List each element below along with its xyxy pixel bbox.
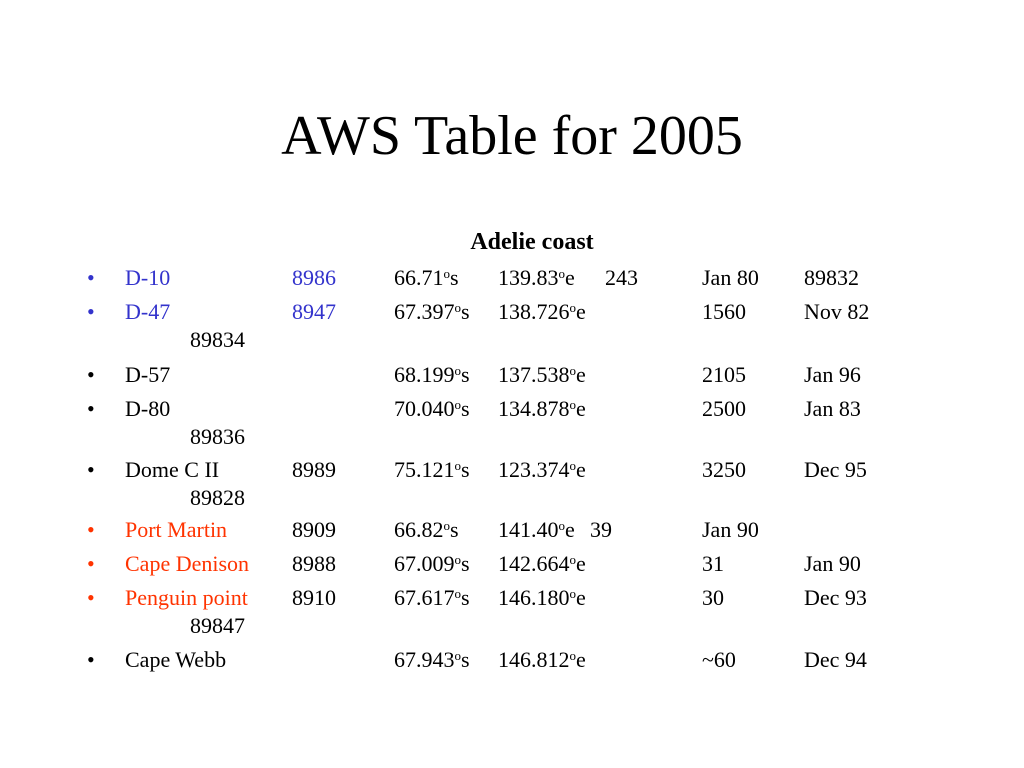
station-id: 8988 (292, 551, 336, 576)
station-start-date: Jan 90 (804, 551, 861, 576)
degree-mark: o (454, 552, 462, 567)
bullet-icon: • (87, 457, 95, 482)
station-longitude: 142.664oe (498, 551, 586, 576)
station-latitude: 67.943os (394, 647, 470, 672)
degree-mark: o (569, 397, 577, 412)
station-start-date: Dec 94 (804, 647, 867, 672)
slide-title: AWS Table for 2005 (281, 105, 743, 167)
station-start-date: Jan 83 (804, 396, 861, 421)
station-longitude: 146.812oe (498, 647, 586, 672)
station-latitude: 70.040os (394, 396, 470, 421)
station-start-date: Jan 90 (702, 517, 759, 542)
station-longitude: 141.40oe (498, 517, 575, 542)
station-latitude: 66.82os (394, 517, 459, 542)
station-start-date: Dec 93 (804, 585, 867, 610)
degree-mark: o (454, 300, 462, 315)
bullet-icon: • (87, 551, 95, 576)
degree-mark: o (569, 648, 577, 663)
station-longitude: 139.83oe (498, 265, 575, 290)
station-name: D-47 (125, 299, 171, 324)
station-id: 8989 (292, 457, 336, 482)
station-id: 8947 (292, 299, 336, 324)
degree-mark: o (443, 518, 451, 533)
station-wmo-number: 89834 (190, 327, 245, 352)
station-longitude: 138.726oe (498, 299, 586, 324)
station-name: D-80 (125, 396, 171, 421)
station-name: Cape Denison (125, 551, 250, 576)
bullet-icon: • (87, 517, 95, 542)
station-name: Cape Webb (125, 647, 227, 672)
station-name: Port Martin (125, 517, 228, 542)
station-start-date: Dec 95 (804, 457, 867, 482)
station-elevation: 2105 (702, 362, 746, 387)
degree-mark: o (454, 363, 462, 378)
station-elevation: 30 (702, 585, 724, 610)
station-elevation: 31 (702, 551, 724, 576)
degree-mark: o (569, 552, 577, 567)
station-longitude: 134.878oe (498, 396, 586, 421)
bullet-icon: • (87, 362, 95, 387)
station-elevation: 243 (605, 265, 638, 290)
station-id: 8986 (292, 265, 336, 290)
station-latitude: 67.617os (394, 585, 470, 610)
degree-mark: o (558, 266, 566, 281)
station-elevation: ~60 (702, 647, 736, 672)
degree-mark: o (569, 300, 577, 315)
station-longitude: 137.538oe (498, 362, 586, 387)
station-start-date: Jan 80 (702, 265, 759, 290)
station-latitude: 75.121os (394, 457, 470, 482)
degree-mark: o (454, 648, 462, 663)
station-name: D-10 (125, 265, 171, 290)
bullet-icon: • (87, 396, 95, 421)
degree-mark: o (569, 363, 577, 378)
station-latitude: 67.397os (394, 299, 470, 324)
degree-mark: o (569, 586, 577, 601)
station-longitude: 123.374oe (498, 457, 586, 482)
bullet-icon: • (87, 299, 95, 324)
station-name: D-57 (125, 362, 171, 387)
degree-mark: o (454, 458, 462, 473)
station-latitude: 68.199os (394, 362, 470, 387)
station-id: 8909 (292, 517, 336, 542)
station-longitude: 146.180oe (498, 585, 586, 610)
station-start-date: Jan 96 (804, 362, 861, 387)
station-latitude: 67.009os (394, 551, 470, 576)
bullet-icon: • (87, 265, 95, 290)
station-elevation: 3250 (702, 457, 746, 482)
station-id: 8910 (292, 585, 336, 610)
degree-mark: o (569, 458, 577, 473)
station-elevation: 1560 (702, 299, 746, 324)
degree-mark: o (558, 518, 566, 533)
bullet-icon: • (87, 585, 95, 610)
station-start-date: Nov 82 (804, 299, 870, 324)
bullet-icon: • (87, 647, 95, 672)
degree-mark: o (443, 266, 451, 281)
station-wmo-number: 89847 (190, 613, 245, 638)
station-wmo-number: 89832 (804, 265, 859, 290)
station-name: Dome C II (125, 457, 220, 482)
station-wmo-number: 89828 (190, 485, 245, 510)
station-elevation: 2500 (702, 396, 746, 421)
degree-mark: o (454, 586, 462, 601)
station-name: Penguin point (125, 585, 248, 610)
station-latitude: 66.71os (394, 265, 459, 290)
station-wmo-number: 89836 (190, 424, 245, 449)
degree-mark: o (454, 397, 462, 412)
station-elevation: 39 (590, 517, 612, 542)
section-subtitle: Adelie coast (470, 229, 594, 255)
